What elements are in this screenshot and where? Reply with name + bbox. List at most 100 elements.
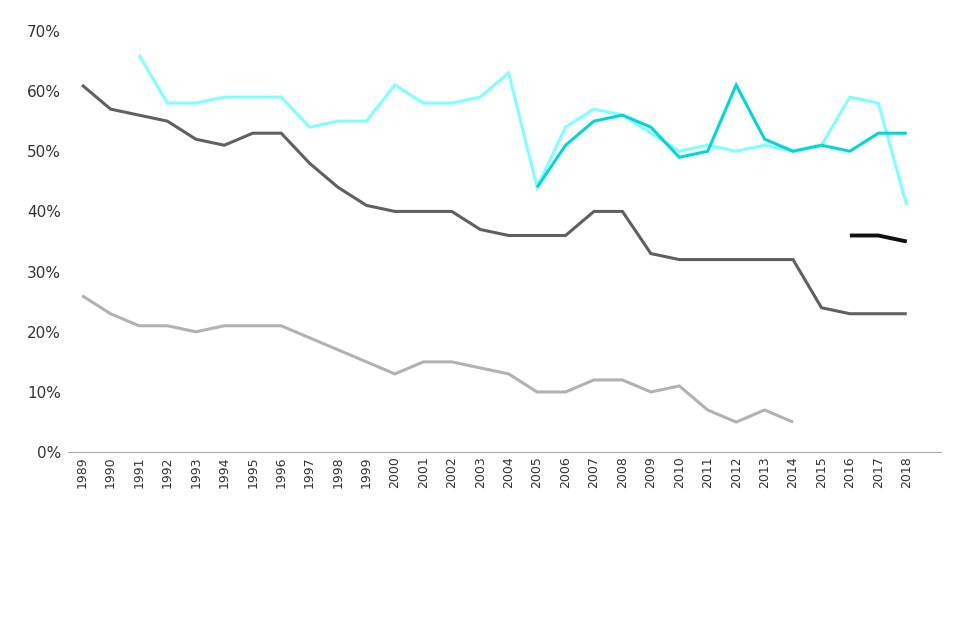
X세대 [389, 81, 400, 89]
베이비부머 [446, 208, 457, 215]
X세대 [900, 202, 912, 209]
밀레니얼 세대 [843, 148, 855, 155]
X세대 [702, 141, 713, 149]
전쟁 전 세대 [133, 322, 144, 330]
Z세대 [843, 232, 855, 239]
전쟁 전 세대 [190, 328, 202, 335]
전쟁 전 세대 [247, 322, 259, 330]
베이비부머 [559, 232, 571, 239]
전쟁 전 세대 [702, 406, 713, 414]
밀레니얼 세대 [702, 148, 713, 155]
전쟁 전 세대 [672, 382, 684, 390]
베이비부머 [644, 250, 656, 257]
전쟁 전 세대 [502, 370, 514, 377]
Line: 전쟁 전 세대: 전쟁 전 세대 [82, 296, 793, 422]
전쟁 전 세대 [644, 388, 656, 396]
전쟁 전 세대 [730, 418, 741, 426]
밀레니얼 세대 [787, 148, 798, 155]
밀레니얼 세대 [531, 183, 543, 191]
베이비부머 [702, 256, 713, 263]
전쟁 전 세대 [758, 406, 769, 414]
베이비부머 [417, 208, 428, 215]
전쟁 전 세대 [332, 346, 344, 354]
전쟁 전 세대 [417, 358, 428, 365]
베이비부머 [758, 256, 769, 263]
Line: X세대: X세대 [139, 55, 906, 205]
X세대 [616, 111, 628, 119]
베이비부머 [531, 232, 543, 239]
베이비부머 [275, 129, 287, 137]
Line: 밀레니얼 세대: 밀레니얼 세대 [537, 85, 906, 187]
밀레니얼 세대 [587, 117, 599, 125]
X세대 [559, 124, 571, 131]
전쟁 전 세대 [474, 364, 485, 372]
밀레니얼 세대 [672, 153, 684, 161]
X세대 [446, 99, 457, 107]
베이비부머 [332, 183, 344, 191]
X세대 [843, 94, 855, 101]
밀레니얼 세대 [758, 136, 769, 143]
베이비부머 [815, 304, 827, 311]
베이비부머 [672, 256, 684, 263]
X세대 [672, 148, 684, 155]
베이비부머 [247, 129, 259, 137]
밀레니얼 세대 [872, 129, 884, 137]
베이비부머 [133, 111, 144, 119]
X세대 [417, 99, 428, 107]
X세대 [815, 141, 827, 149]
X세대 [133, 51, 144, 59]
전쟁 전 세대 [105, 310, 116, 318]
전쟁 전 세대 [303, 334, 315, 342]
전쟁 전 세대 [446, 358, 457, 365]
전쟁 전 세대 [218, 322, 230, 330]
전쟁 전 세대 [559, 388, 571, 396]
Line: 베이비부머: 베이비부머 [82, 85, 906, 314]
X세대 [787, 148, 798, 155]
베이비부머 [900, 310, 912, 318]
전쟁 전 세대 [77, 292, 88, 300]
베이비부머 [303, 160, 315, 167]
밀레니얼 세대 [900, 129, 912, 137]
베이비부머 [218, 141, 230, 149]
X세대 [275, 94, 287, 101]
밀레니얼 세대 [616, 111, 628, 119]
Legend: 전쟁 전 세대, 베이비부머, X세대, 밀레니얼 세대, Z세대: 전쟁 전 세대, 베이비부머, X세대, 밀레니얼 세대, Z세대 [234, 624, 774, 628]
베이비부머 [587, 208, 599, 215]
전쟁 전 세대 [275, 322, 287, 330]
X세대 [303, 124, 315, 131]
전쟁 전 세대 [389, 370, 400, 377]
X세대 [218, 94, 230, 101]
X세대 [502, 69, 514, 77]
밀레니얼 세대 [730, 81, 741, 89]
X세대 [730, 148, 741, 155]
베이비부머 [474, 225, 485, 233]
밀레니얼 세대 [559, 141, 571, 149]
X세대 [531, 183, 543, 191]
X세대 [758, 141, 769, 149]
전쟁 전 세대 [360, 358, 372, 365]
베이비부머 [502, 232, 514, 239]
X세대 [644, 129, 656, 137]
베이비부머 [162, 117, 173, 125]
베이비부머 [787, 256, 798, 263]
전쟁 전 세대 [162, 322, 173, 330]
X세대 [247, 94, 259, 101]
Z세대 [900, 238, 912, 246]
베이비부머 [105, 106, 116, 113]
X세대 [587, 106, 599, 113]
베이비부머 [730, 256, 741, 263]
X세대 [474, 94, 485, 101]
X세대 [360, 117, 372, 125]
전쟁 전 세대 [787, 418, 798, 426]
X세대 [162, 99, 173, 107]
Z세대 [872, 232, 884, 239]
베이비부머 [872, 310, 884, 318]
X세대 [332, 117, 344, 125]
베이비부머 [843, 310, 855, 318]
베이비부머 [360, 202, 372, 209]
전쟁 전 세대 [531, 388, 543, 396]
베이비부머 [389, 208, 400, 215]
베이비부머 [190, 136, 202, 143]
베이비부머 [616, 208, 628, 215]
Line: Z세대: Z세대 [849, 236, 906, 242]
